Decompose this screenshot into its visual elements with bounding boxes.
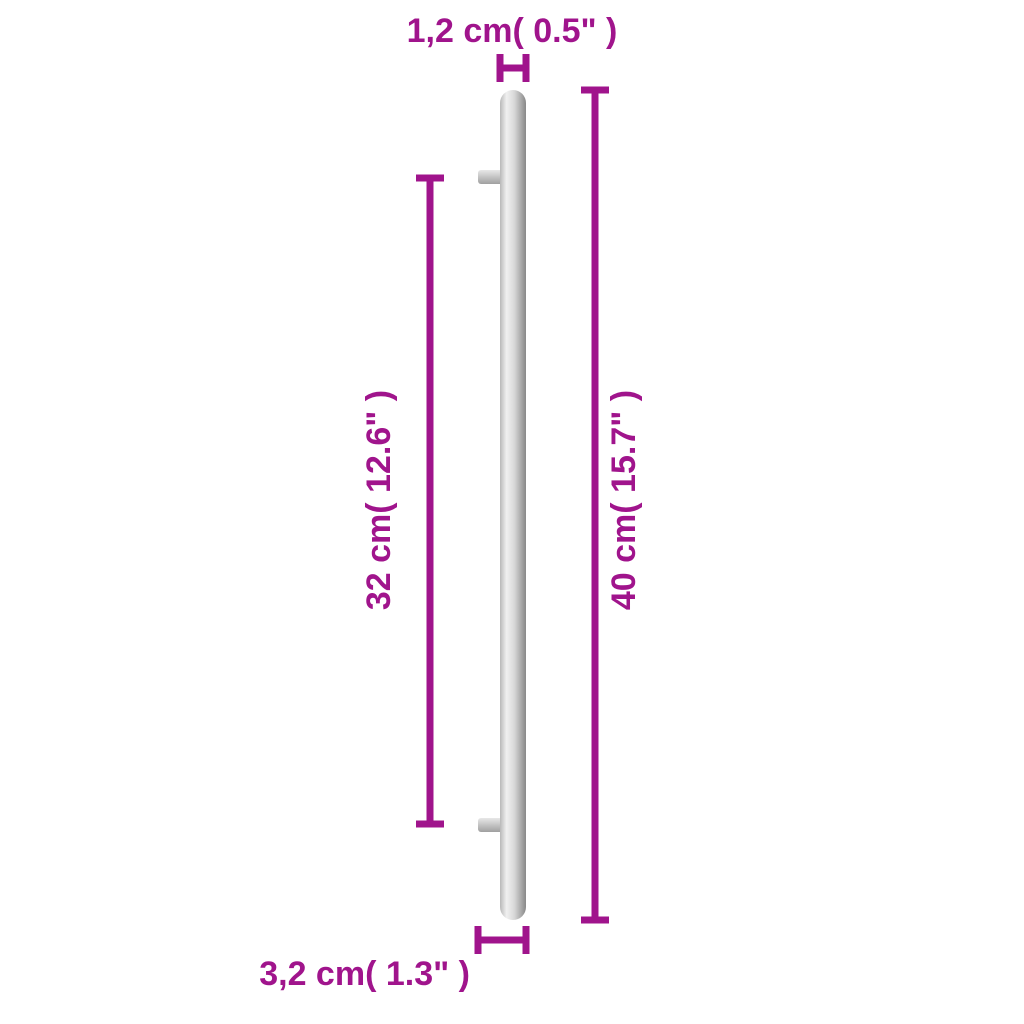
label-overall-length: 40 cm( 15.7" ) xyxy=(605,390,643,610)
dimension-depth: 3,2 cm( 1.3" ) xyxy=(259,926,526,993)
dimension-hole-spacing: 32 cm( 12.6" ) xyxy=(360,178,444,824)
dimension-overall-length: 40 cm( 15.7" ) xyxy=(581,90,643,920)
handle-bar xyxy=(500,90,526,920)
dimension-bar-diameter: 1,2 cm( 0.5" ) xyxy=(407,12,618,82)
label-depth: 3,2 cm( 1.3" ) xyxy=(259,955,470,993)
label-hole-spacing: 32 cm( 12.6" ) xyxy=(360,390,398,610)
label-bar-diameter: 1,2 cm( 0.5" ) xyxy=(407,12,618,50)
dimension-diagram: 1,2 cm( 0.5" ) 32 cm( 12.6" ) 40 cm( 15.… xyxy=(0,0,1024,1024)
